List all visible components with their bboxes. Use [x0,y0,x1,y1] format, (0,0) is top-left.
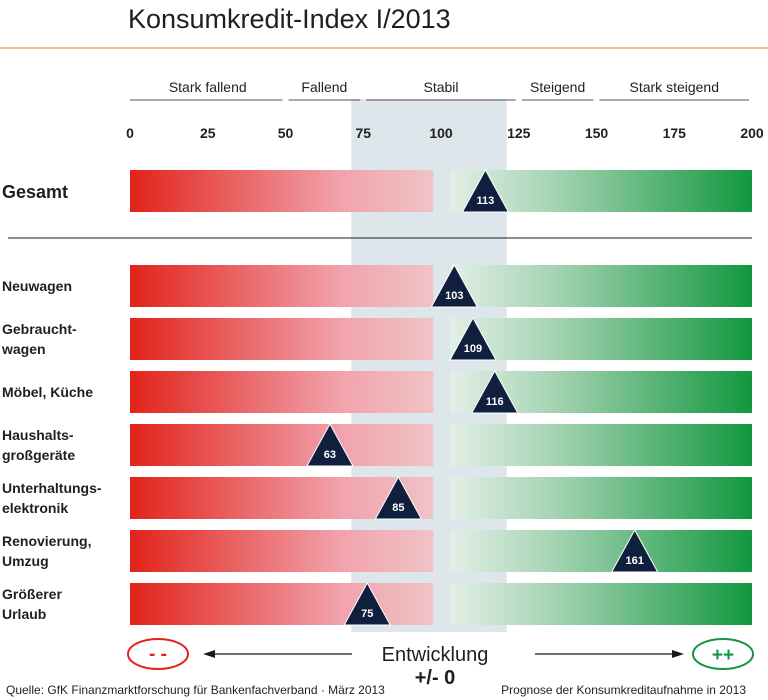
row-label: Gesamt [2,182,68,202]
row-label: Haushalts- [2,427,74,443]
tick-label: 100 [429,125,453,141]
category-label: Stark fallend [169,79,247,95]
row-2: Gebraucht-wagen 109 [1,316,752,361]
plus-symbol: ++ [712,645,734,666]
row-3: Möbel, Küche 116 [2,369,752,414]
category-label: Steigend [530,79,585,95]
value-marker [610,528,659,573]
row-label: Gebraucht- [2,321,77,337]
minus-oval [127,638,189,670]
row-label: großgeräte [2,447,75,463]
row-bar-right [450,265,752,307]
value-marker [430,263,479,308]
row-5: Unterhaltungs-elektronik 85 [2,475,752,520]
tick-label: 25 [200,125,216,141]
row-0: Gesamt 113 [2,168,752,213]
row-4: Haushalts-großgeräte 63 [2,422,752,467]
row-bar-left [130,583,434,625]
rows: Gesamt 113 Neuwagen 103 Gebraucht-wagen 109 Mö… [1,168,752,626]
tick-label: 125 [507,125,531,141]
value-marker [374,475,423,520]
value-label: 161 [626,555,644,567]
row-bar-left [130,318,434,360]
value-label: 116 [486,396,504,408]
value-label: 113 [477,195,495,207]
value-marker [343,581,392,626]
row-6: Renovierung, Umzug 161 [2,528,752,573]
tick-label: 175 [663,125,687,141]
plus-oval [692,638,754,670]
row-bar-right [450,424,752,466]
development-sublabel: +/- 0 [415,667,456,689]
category-header: Stark fallend Fallend Stabil Steigend Stark … [130,79,749,101]
footer-note: Prognose der Konsumkreditaufnahme in 201… [501,683,746,697]
value-label: 75 [361,608,373,620]
category-label: Fallend [301,79,347,95]
development-label: Entwicklung [382,644,489,666]
tick-label: 200 [740,125,764,141]
value-label: 85 [392,502,404,514]
arrow-left-head [203,650,215,658]
tick-label: 150 [585,125,609,141]
row-7: Größerer Urlaub 75 [2,581,752,626]
tick-label: 75 [355,125,371,141]
value-marker [461,168,510,213]
tick-label: 50 [278,125,294,141]
row-label: Urlaub [2,606,46,622]
row-bar-right [450,530,752,572]
row-bar-right [450,477,752,519]
row-bar-left [130,424,434,466]
row-label: Unterhaltungs- [2,480,102,496]
footer-source: Quelle: GfK Finanzmarktforschung für Ban… [6,683,385,697]
row-label: Möbel, Küche [2,384,93,400]
row-bar-left [130,265,434,307]
row-bar-left [130,170,434,212]
row-label: elektronik [2,500,68,516]
row-label: wagen [1,341,46,357]
value-label: 109 [464,343,482,355]
row-label: Renovierung, [2,533,91,549]
value-marker [470,369,519,414]
row-bar-right [450,318,752,360]
category-label: Stabil [423,79,458,95]
category-label: Stark steigend [630,79,720,95]
row-label: Größerer [2,586,62,602]
row-1: Neuwagen 103 [2,263,752,308]
row-label: Umzug [2,553,49,569]
row-bar-left [130,530,434,572]
row-bar-right [450,583,752,625]
row-label: Neuwagen [2,278,72,294]
tick-label: 0 [126,125,134,141]
row-bar-left [130,371,434,413]
value-label: 103 [445,290,463,302]
value-marker [306,422,354,467]
arrow-right-head [672,650,684,658]
x-axis-ticks: 0 25 50 75 100 125 150 175 200 [126,125,764,141]
chart-title: Konsumkredit-Index I/2013 [128,4,451,34]
value-label: 63 [324,449,336,461]
value-marker [449,316,497,361]
minus-symbol: - - [149,644,167,665]
